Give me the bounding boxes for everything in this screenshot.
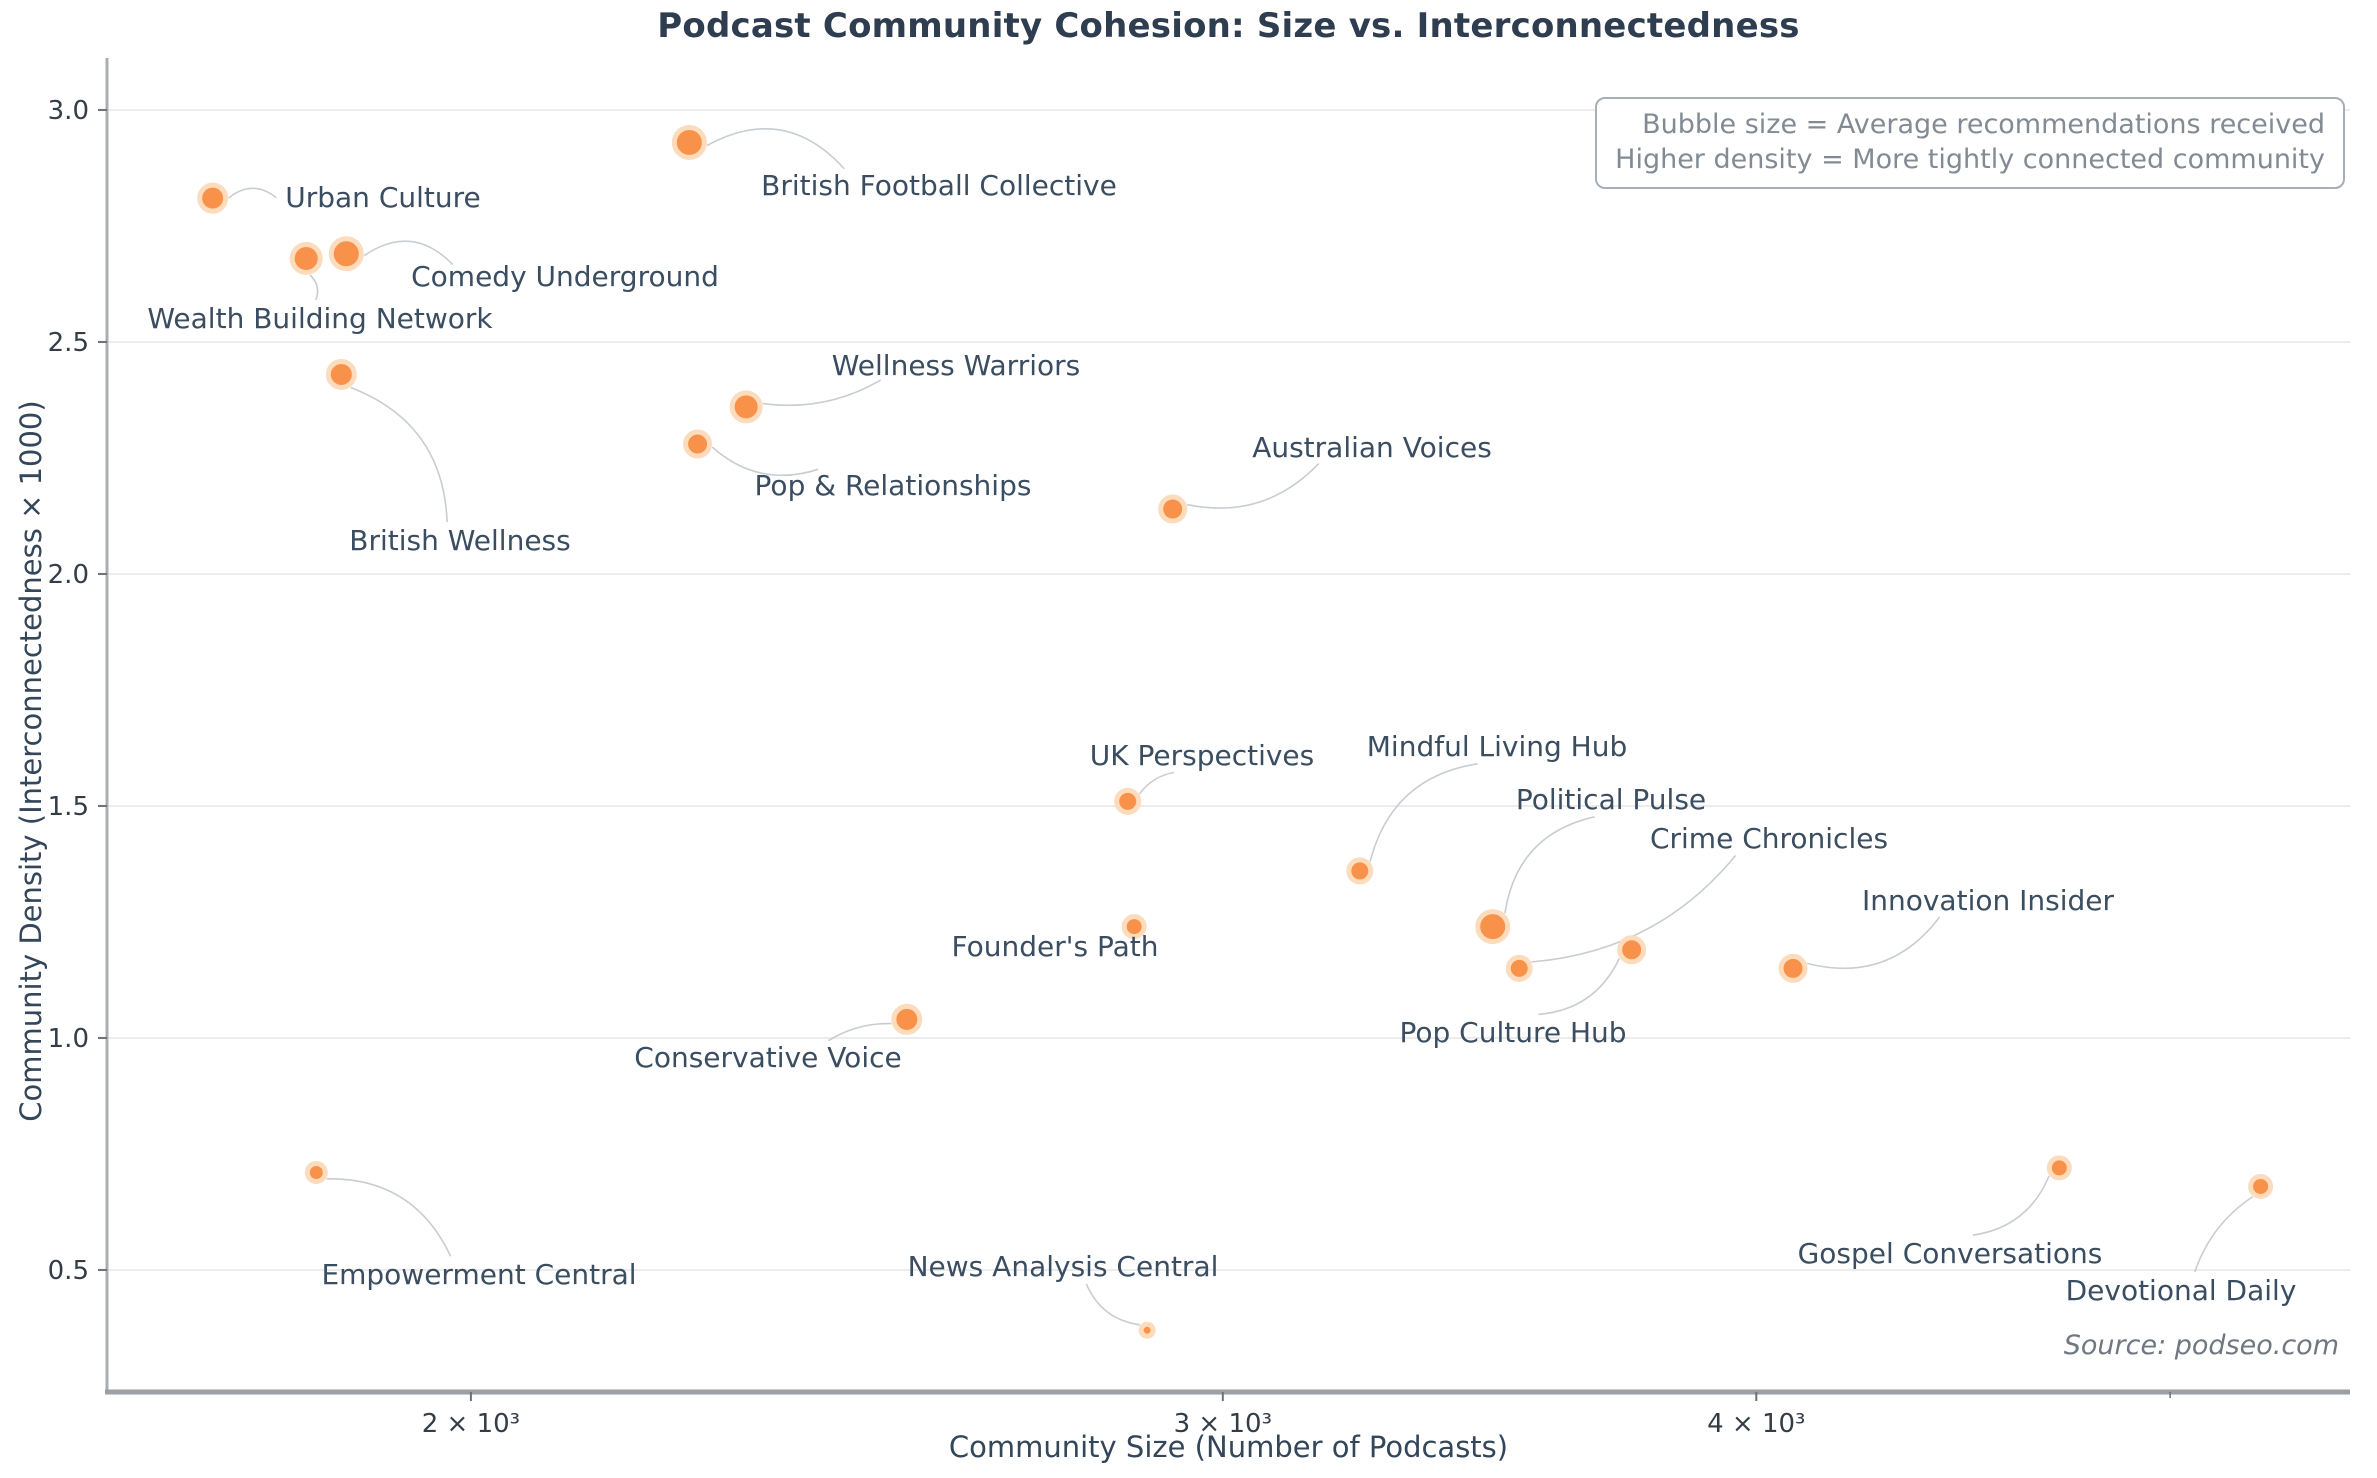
point-label-devotional-daily: Devotional Daily (2066, 1274, 2297, 1307)
point-label-founder-s-path: Founder's Path (952, 930, 1159, 963)
leader-line-gospel-conversations (1972, 1175, 2050, 1236)
bubble-wellness-warriors (729, 390, 763, 424)
x-tick-label-3000: 3 × 10³ (1174, 1409, 1272, 1439)
point-label-empowerment-central: Empowerment Central (321, 1258, 636, 1291)
leader-line-conservative-voice (827, 1022, 892, 1042)
y-tick-label-1.0: 1.0 (48, 1024, 89, 1054)
bubble-crime-chronicles (1505, 954, 1533, 982)
leader-line-pop-relationships (711, 446, 819, 477)
leader-line-mindful-living-hub (1369, 763, 1478, 862)
point-label-british-football-collective: British Football Collective (761, 169, 1117, 202)
legend-note-line-2: Higher density = More tightly connected … (1615, 144, 2325, 175)
point-label-mindful-living-hub: Mindful Living Hub (1367, 730, 1627, 763)
bubble-mindful-living-hub (1346, 857, 1374, 885)
y-tick-label-0.5: 0.5 (48, 1256, 89, 1286)
y-tick-label-2.0: 2.0 (48, 560, 89, 590)
x-axis-title: Community Size (Number of Podcasts) (948, 1430, 1509, 1464)
x-tick-label-4000: 4 × 10³ (1707, 1409, 1805, 1439)
point-label-innovation-insider: Innovation Insider (1862, 884, 2115, 917)
leader-line-empowerment-central (326, 1178, 452, 1257)
leader-line-news-analysis-central (1085, 1283, 1141, 1326)
y-axis-title: Community Density (Interconnectedness × … (14, 400, 48, 1122)
bubble-british-football-collective (671, 124, 707, 160)
bubble-innovation-insider (1778, 953, 1808, 983)
point-label-pop-relationships: Pop & Relationships (755, 469, 1032, 502)
leader-line-pop-culture-hub (1538, 958, 1621, 1016)
point-label-british-wellness: British Wellness (349, 524, 570, 557)
point-label-political-pulse: Political Pulse (1516, 783, 1706, 816)
bubble-gospel-conversations (2046, 1155, 2072, 1181)
y-tick-label-1.5: 1.5 (48, 792, 89, 822)
bubble-urban-culture (197, 182, 229, 214)
point-label-wealth-building-network: Wealth Building Network (147, 302, 493, 335)
bubble-political-pulse (1475, 909, 1511, 945)
bubble-pop-culture-hub (1617, 935, 1647, 965)
bubble-news-analysis-central (1138, 1321, 1156, 1339)
leader-line-comedy-underground (363, 240, 454, 266)
leader-line-devotional-daily (2194, 1196, 2254, 1273)
point-label-pop-culture-hub: Pop Culture Hub (1399, 1016, 1626, 1049)
legend-note-box: Bubble size = Average recommendations re… (1595, 97, 2345, 189)
leader-line-australian-voices (1186, 463, 1320, 509)
bubble-wealth-building-network (289, 241, 323, 275)
point-label-gospel-conversations: Gospel Conversations (1798, 1237, 2103, 1270)
source-attribution: Source: podseo.com (2063, 1330, 2339, 1361)
point-label-crime-chronicles: Crime Chronicles (1650, 822, 1888, 855)
legend-note-line-1: Bubble size = Average recommendations re… (1642, 109, 2325, 140)
bubble-pop-relationships (683, 429, 713, 459)
leader-line-urban-culture (228, 187, 277, 199)
leader-line-political-pulse (1504, 816, 1595, 914)
point-label-conservative-voice: Conservative Voice (634, 1041, 901, 1074)
bubble-devotional-daily (2248, 1173, 2274, 1199)
leader-line-uk-perspectives (1138, 771, 1175, 795)
leader-line-crime-chronicles (1531, 854, 1737, 963)
bubble-empowerment-central (304, 1161, 328, 1185)
bubble-comedy-underground (328, 236, 364, 272)
bubble-uk-perspectives (1114, 787, 1142, 815)
y-tick-label-3.0: 3.0 (48, 96, 89, 126)
leader-line-british-football-collective (706, 127, 845, 170)
bubble-british-wellness (325, 358, 357, 390)
y-tick-label-2.5: 2.5 (48, 328, 89, 358)
point-label-wellness-warriors: Wellness Warriors (832, 349, 1080, 382)
leader-line-wealth-building-network (309, 274, 319, 301)
x-tick-label-2000: 2 × 10³ (422, 1409, 520, 1439)
leader-line-british-wellness (350, 386, 448, 523)
point-label-australian-voices: Australian Voices (1252, 431, 1492, 464)
point-label-news-analysis-central: News Analysis Central (908, 1250, 1219, 1283)
point-label-comedy-underground: Comedy Underground (411, 260, 719, 293)
point-label-uk-perspectives: UK Perspectives (1090, 739, 1315, 772)
bubble-conservative-voice (891, 1003, 923, 1035)
chart-title: Podcast Community Cohesion: Size vs. Int… (657, 6, 1800, 46)
bubble-founder-s-path (1121, 914, 1147, 940)
bubble-australian-voices (1158, 494, 1188, 524)
leader-line-wellness-warriors (762, 379, 882, 407)
point-label-urban-culture: Urban Culture (285, 181, 481, 214)
leader-line-innovation-insider (1806, 916, 1941, 970)
